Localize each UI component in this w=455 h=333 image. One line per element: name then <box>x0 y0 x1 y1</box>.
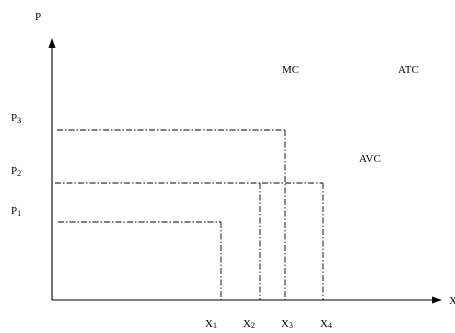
y-axis-arrowhead <box>48 38 56 48</box>
quantity-label-x3: X3 <box>281 318 293 330</box>
y-axis-label: P <box>35 11 41 23</box>
price-label-p3: P3 <box>11 112 21 125</box>
x-axis-arrowhead <box>432 296 442 304</box>
price-label-p1: P1 <box>11 205 21 218</box>
quantity-label-x4: X4 <box>320 318 332 330</box>
atc-curve-label: ATC <box>398 64 419 76</box>
mc-curve-label: MC <box>282 64 299 76</box>
price-label-p2: P2 <box>11 165 21 178</box>
quantity-label-x2: X2 <box>243 318 255 330</box>
quantity-label-x1: X1 <box>205 318 217 330</box>
x-axis-label: X <box>449 295 455 307</box>
avc-curve-label: AVC <box>359 153 381 165</box>
